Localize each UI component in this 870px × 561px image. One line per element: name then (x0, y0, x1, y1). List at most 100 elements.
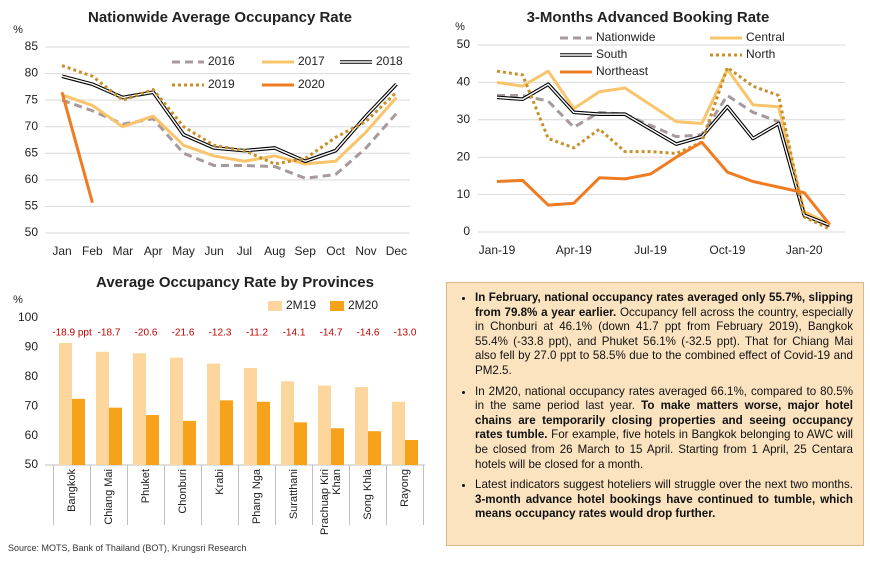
y-tick-label: 0 (463, 224, 470, 238)
x-tick-label: Phuket (140, 469, 152, 504)
bullet: In 2M20, national occupancy rates averag… (475, 385, 853, 473)
bar (59, 342, 72, 465)
annotation: -12.3 (209, 328, 232, 339)
y-tick-label: 80 (25, 369, 39, 383)
x-tick-label: Jun (204, 244, 223, 258)
x-tick-label: Song Khla (362, 469, 374, 520)
bar (96, 351, 109, 465)
x-tick-label: Oct (326, 244, 345, 258)
x-tick-label: Aug (264, 244, 285, 258)
x-tick-label: Apr (144, 244, 163, 258)
legend-label: North (746, 47, 775, 61)
bar (207, 363, 220, 465)
y-tick-label: 50 (25, 457, 39, 471)
annotation: -14.7 (320, 328, 343, 339)
y-tick-label: 80 (25, 66, 39, 80)
chart-title: Average Occupancy Rate by Provinces (96, 274, 374, 291)
y-axis-label: % (455, 21, 465, 33)
y-tick-label: 40 (457, 75, 471, 89)
annotation: -11.2 (246, 328, 268, 339)
y-tick-label: 60 (25, 428, 39, 442)
legend-label: 2M19 (286, 298, 316, 312)
notes-box: In February, national occupancy rates av… (446, 282, 864, 546)
legend-label: 2018 (376, 54, 403, 68)
chart-title: 3-Months Advanced Booking Rate (527, 9, 770, 26)
bullet: Latest indicators suggest hoteliers will… (475, 478, 853, 522)
annotation: -14.1 (283, 328, 306, 339)
x-tick-label: Dec (386, 244, 407, 258)
bar (170, 357, 183, 465)
y-axis-label: % (13, 24, 23, 36)
legend-swatch (330, 301, 344, 311)
x-tick-label: Chiang Mai (103, 469, 115, 525)
x-tick-label: Oct-19 (709, 243, 745, 257)
bar (257, 401, 270, 465)
x-tick-label: Jan-20 (786, 243, 823, 257)
bullet-text: In February, national occupancy rates av… (475, 291, 853, 319)
bar (109, 407, 122, 465)
annotation: -20.6 (135, 328, 158, 339)
chart-title: Nationwide Average Occupancy Rate (88, 9, 352, 26)
legend-label: 2017 (298, 54, 325, 68)
x-tick-label: Bangkok (66, 469, 78, 512)
line (497, 93, 831, 228)
line (496, 65, 831, 231)
bar (355, 387, 368, 465)
line (61, 64, 398, 166)
line-inner (496, 83, 831, 226)
legend-label: 2016 (208, 54, 235, 68)
legend-swatch (268, 301, 282, 311)
bar (405, 440, 418, 465)
bullet-list: In February, national occupancy rates av… (453, 291, 853, 522)
bar (146, 415, 159, 465)
line (61, 93, 398, 166)
bullet-text: In 2M20, national occupancy rates averag… (475, 384, 853, 413)
x-tick-label: Feb (82, 244, 103, 258)
legend-label: South (596, 47, 627, 61)
legend-label: 2020 (298, 77, 325, 91)
annotation: -18.9 ppt (52, 328, 92, 339)
x-tick-label: Jan-19 (479, 243, 516, 257)
y-tick-label: 100 (18, 310, 38, 324)
x-tick-label: Prachuap Kiri Khan (319, 469, 343, 536)
annotation: -18.7 (98, 328, 121, 339)
x-tick-label: Phang Nga (251, 469, 263, 525)
y-tick-label: 60 (25, 172, 39, 186)
bar (392, 401, 405, 465)
annotation: -21.6 (172, 328, 195, 339)
bar (183, 420, 196, 465)
y-tick-label: 70 (25, 119, 39, 133)
x-tick-label: Suratthani (288, 469, 300, 520)
bullet-text: For example, five hotels in Bangkok belo… (475, 428, 853, 471)
annotation: -14.6 (357, 328, 380, 339)
legend-label: 2M20 (348, 298, 378, 312)
legend-label: Central (746, 30, 785, 44)
x-tick-label: Sep (295, 244, 317, 258)
x-tick-label: Chonburi (177, 469, 189, 514)
bullet-text: Occupancy fell across the country, espec… (475, 305, 853, 377)
y-tick-label: 55 (25, 199, 39, 213)
y-tick-label: 65 (25, 145, 39, 159)
line (60, 91, 94, 204)
bar (220, 400, 233, 465)
y-tick-label: 90 (25, 340, 39, 354)
legend-label: 2019 (208, 77, 235, 91)
legend-label: Northeast (596, 64, 649, 78)
x-tick-label: Rayong (399, 469, 411, 507)
bar (72, 398, 85, 465)
y-tick-label: 50 (25, 225, 39, 239)
y-tick-label: 75 (25, 92, 39, 106)
y-tick-label: 30 (457, 112, 471, 126)
bullet-text: Latest indicators suggest hoteliers will… (475, 478, 853, 492)
y-tick-label: 70 (25, 398, 39, 412)
x-tick-label: May (172, 244, 195, 258)
bar (331, 428, 344, 465)
bullet: In February, national occupancy rates av… (475, 291, 853, 379)
bar (318, 385, 331, 465)
x-tick-label: Mar (112, 244, 133, 258)
y-tick-label: 85 (25, 39, 39, 53)
y-axis-label: % (13, 294, 23, 306)
bar (281, 381, 294, 465)
